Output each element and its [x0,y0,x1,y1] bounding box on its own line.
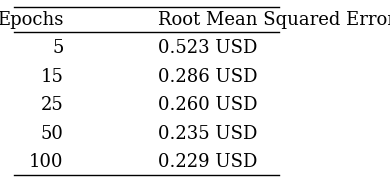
Text: Epochs: Epochs [0,11,64,29]
Text: 50: 50 [41,125,64,143]
Text: 0.260 USD: 0.260 USD [158,96,258,114]
Text: 5: 5 [52,39,64,57]
Text: Root Mean Squared Error: Root Mean Squared Error [158,11,390,29]
Text: 100: 100 [29,153,64,171]
Text: 0.286 USD: 0.286 USD [158,68,258,86]
Text: 0.235 USD: 0.235 USD [158,125,258,143]
Text: 0.523 USD: 0.523 USD [158,39,258,57]
Text: 25: 25 [41,96,64,114]
Text: 0.229 USD: 0.229 USD [158,153,258,171]
Text: 15: 15 [41,68,64,86]
